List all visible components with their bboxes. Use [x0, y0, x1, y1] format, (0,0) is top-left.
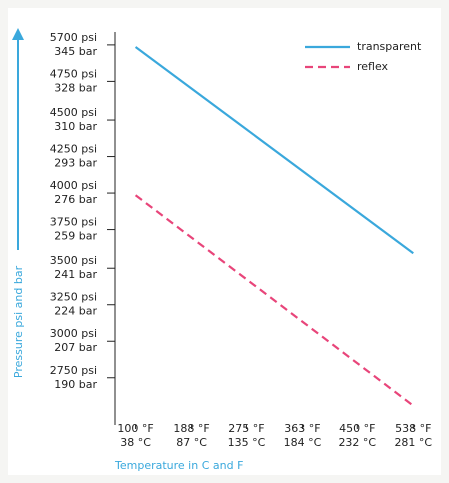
- x-tick-label: 100 °F: [117, 422, 153, 435]
- y-tick-label: 2750 psi: [50, 364, 97, 377]
- y-tick-label: 3500 psi: [50, 254, 97, 267]
- y-tick-label: 293 bar: [54, 157, 97, 170]
- y-tick-label: 310 bar: [54, 120, 97, 133]
- y-label-bg: [10, 250, 26, 395]
- y-tick-label: 3750 psi: [50, 216, 97, 229]
- series-line: [134, 46, 414, 255]
- y-tick-label: 276 bar: [54, 193, 97, 206]
- y-axis-arrowhead: [12, 28, 24, 40]
- y-tick-label: 4000 psi: [50, 179, 97, 192]
- legend-label: reflex: [357, 60, 389, 73]
- y-tick-label: 328 bar: [54, 81, 97, 94]
- x-tick-label: 87 °C: [176, 436, 207, 449]
- y-tick-label: 345 bar: [54, 45, 97, 58]
- y-axis-title: Pressure psi and bar: [12, 265, 25, 378]
- y-tick-label: 241 bar: [54, 268, 97, 281]
- x-tick-label: 38 °C: [120, 436, 151, 449]
- x-tick-label: 538 °F: [395, 422, 431, 435]
- legend-label: transparent: [357, 40, 422, 53]
- y-tick-label: 4750 psi: [50, 67, 97, 80]
- x-tick-label: 450 °F: [339, 422, 375, 435]
- y-tick-label: 190 bar: [54, 378, 97, 391]
- y-tick-label: 3250 psi: [50, 291, 97, 304]
- x-tick-label: 281 °C: [394, 436, 432, 449]
- x-tick-label: 232 °C: [338, 436, 376, 449]
- x-tick-label: 135 °C: [228, 436, 266, 449]
- x-tick-label: 184 °C: [284, 436, 322, 449]
- x-tick-label: 275 °F: [228, 422, 264, 435]
- series-line: [134, 194, 414, 407]
- x-axis-title: Temperature in C and F: [114, 459, 243, 472]
- x-tick-label: 188 °F: [173, 422, 209, 435]
- y-tick-label: 259 bar: [54, 230, 97, 243]
- y-tick-label: 5700 psi: [50, 31, 97, 44]
- y-tick-label: 3000 psi: [50, 327, 97, 340]
- x-tick-label: 363 °F: [284, 422, 320, 435]
- y-tick-label: 207 bar: [54, 341, 97, 354]
- y-tick-label: 224 bar: [54, 305, 97, 318]
- plot-panel: [8, 8, 441, 475]
- y-tick-label: 4250 psi: [50, 143, 97, 156]
- y-tick-label: 4500 psi: [50, 106, 97, 119]
